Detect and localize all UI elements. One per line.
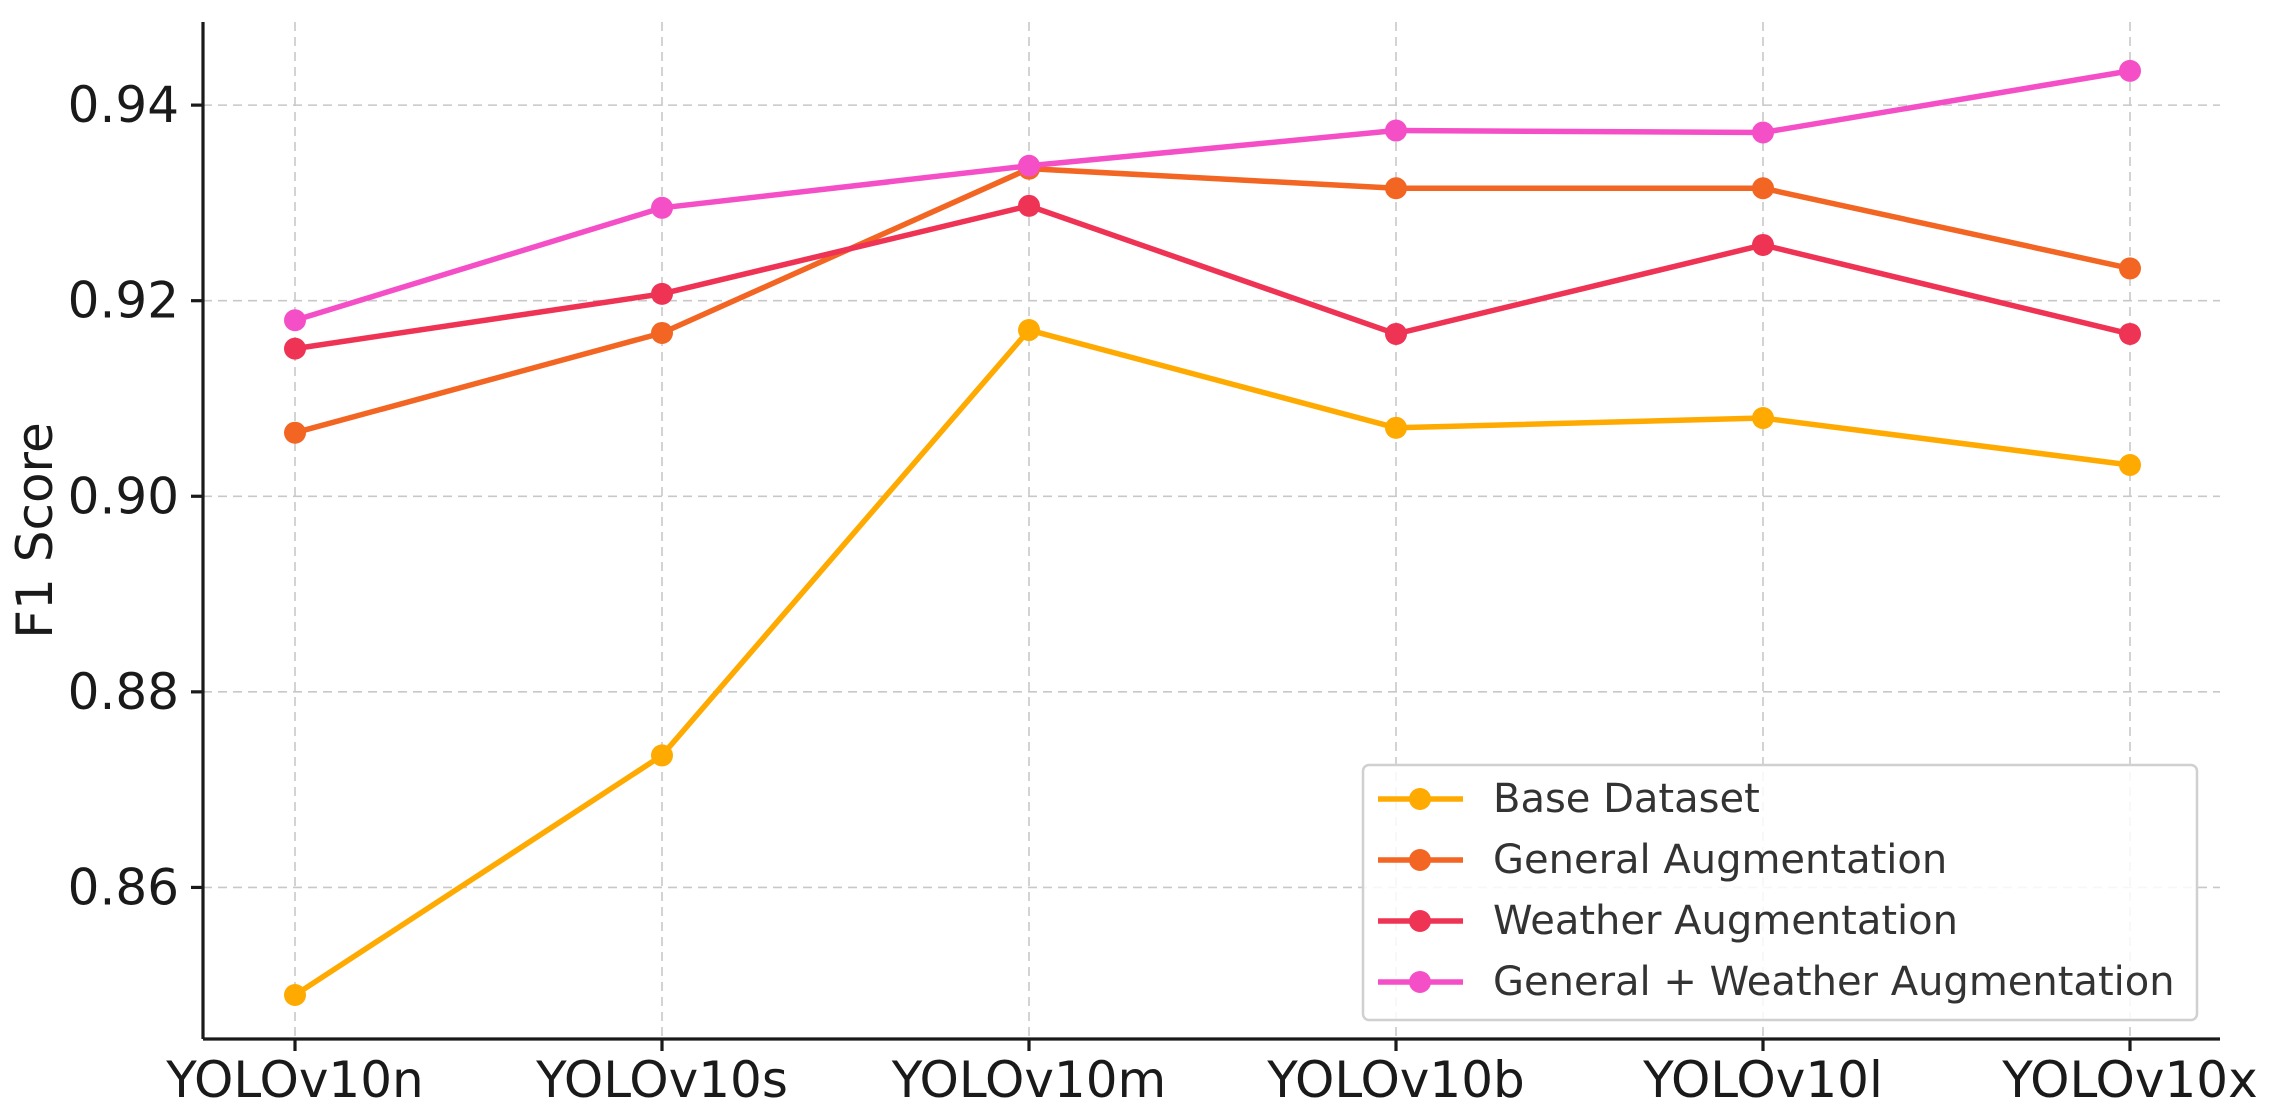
data-point — [1385, 416, 1407, 439]
axes: 0.86 0.88 0.90 0.92 0.94 YOLOv10n YOLOv10s YOLO… — [6, 22, 2258, 1109]
data-point — [1018, 194, 1040, 217]
series-lines — [284, 59, 2141, 1006]
x-tick-label: YOLOv10x — [2001, 1051, 2257, 1109]
legend-label: General Augmentation — [1493, 837, 1947, 883]
x-tick-label: YOLOv10s — [535, 1051, 788, 1109]
legend-label: Weather Augmentation — [1493, 898, 1958, 944]
y-tick-label: 0.86 — [68, 858, 179, 916]
data-point — [2119, 453, 2141, 476]
series-line — [292, 203, 2133, 352]
x-tick-label: YOLOv10b — [1266, 1051, 1525, 1109]
data-point — [284, 309, 306, 332]
data-point — [1385, 177, 1407, 200]
data-point — [284, 983, 306, 1006]
legend-marker — [1409, 788, 1431, 810]
x-tick-label: YOLOv10l — [1642, 1051, 1883, 1109]
data-point — [284, 337, 306, 360]
data-point — [1752, 121, 1774, 144]
series-line — [292, 68, 2133, 324]
legend-label: General + Weather Augmentation — [1493, 959, 2175, 1005]
legend-marker — [1409, 971, 1431, 993]
series-general-weather-augmentation — [284, 59, 2141, 332]
data-point — [651, 196, 673, 219]
series-base-dataset — [284, 319, 2141, 1006]
legend-item: General Augmentation — [1378, 837, 1947, 883]
data-point — [1385, 322, 1407, 345]
data-point — [1752, 233, 1774, 256]
data-point — [1385, 119, 1407, 142]
legend-marker — [1409, 849, 1431, 871]
legend-item: Weather Augmentation — [1378, 898, 1958, 944]
x-tick-label: YOLOv10n — [165, 1051, 424, 1109]
legend-marker — [1409, 910, 1431, 932]
series-weather-augmentation — [284, 194, 2141, 360]
data-point — [284, 421, 306, 444]
series-line — [292, 165, 2133, 436]
data-point — [1018, 319, 1040, 342]
legend-box — [1361, 763, 2199, 1022]
series-line — [292, 327, 2133, 998]
legend-item: Base Dataset — [1378, 776, 1760, 822]
y-tick-label: 0.90 — [68, 467, 179, 525]
x-tick-label: YOLOv10m — [891, 1051, 1167, 1109]
data-point — [2119, 322, 2141, 345]
data-point — [1752, 177, 1774, 200]
data-point — [1018, 154, 1040, 177]
y-axis-label: F1 Score — [6, 422, 64, 639]
data-point — [651, 321, 673, 344]
legend-label: Base Dataset — [1493, 776, 1760, 822]
legend: Base Dataset General Augmentation Weather … — [1361, 763, 2199, 1022]
data-point — [651, 282, 673, 305]
data-point — [2119, 257, 2141, 280]
data-point — [2119, 59, 2141, 82]
y-tick-label: 0.94 — [68, 76, 179, 134]
y-tick-label: 0.92 — [68, 272, 179, 330]
data-point — [1752, 407, 1774, 430]
y-tick-label: 0.88 — [68, 663, 179, 721]
legend-item: General + Weather Augmentation — [1378, 959, 2175, 1005]
data-point — [651, 744, 673, 767]
